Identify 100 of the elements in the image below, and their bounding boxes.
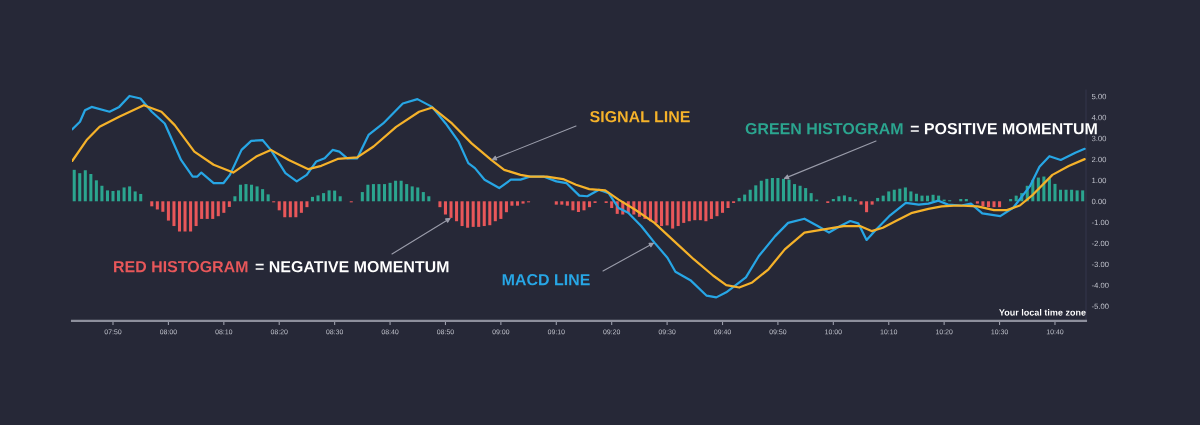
bar	[660, 201, 664, 227]
bar	[865, 201, 869, 213]
annotation: Your local time zone	[999, 309, 1086, 316]
bar	[759, 180, 763, 202]
bar	[416, 187, 420, 202]
bar	[693, 201, 697, 221]
bar	[682, 201, 686, 223]
bar	[565, 201, 569, 206]
bar	[975, 201, 979, 204]
bar	[211, 201, 215, 219]
bar	[709, 201, 713, 219]
bar	[510, 201, 514, 206]
bar	[859, 201, 863, 205]
bar	[128, 186, 132, 202]
bar	[78, 173, 82, 202]
bar	[1070, 189, 1074, 202]
bar	[704, 201, 708, 222]
bar	[920, 195, 924, 202]
annotation: = NEGATIVE MOMENTUM	[255, 260, 449, 273]
bar	[244, 184, 248, 202]
bar	[1075, 190, 1079, 202]
bar	[205, 201, 209, 219]
bar	[233, 196, 237, 202]
bar	[222, 201, 226, 213]
bar	[898, 188, 902, 202]
bar	[405, 184, 409, 202]
bar	[438, 201, 442, 208]
bar	[477, 201, 481, 227]
bar	[100, 185, 104, 202]
bar	[133, 191, 137, 202]
bar	[111, 191, 115, 202]
bar	[521, 201, 525, 204]
bar	[194, 201, 198, 227]
bar	[986, 201, 991, 208]
bar	[576, 201, 580, 212]
bar	[493, 201, 497, 222]
bar	[870, 201, 874, 205]
annotation: RED HISTOGRAM	[114, 260, 248, 273]
bar	[277, 201, 281, 211]
bar	[177, 201, 182, 232]
bar	[305, 201, 309, 208]
bar	[455, 201, 459, 222]
bar	[488, 201, 492, 226]
bar	[471, 201, 475, 227]
bar	[848, 197, 852, 202]
bar	[105, 190, 109, 202]
bar	[460, 201, 464, 227]
bar	[410, 186, 414, 202]
bar	[504, 201, 508, 213]
bar	[200, 201, 204, 219]
bar	[560, 201, 564, 205]
bar	[72, 169, 76, 202]
bar	[1047, 178, 1051, 202]
bar	[914, 193, 918, 202]
bar	[466, 201, 470, 228]
bar	[266, 194, 270, 202]
bar	[671, 201, 675, 229]
bar	[499, 201, 503, 219]
bar	[837, 196, 841, 202]
bar	[238, 184, 242, 202]
bar	[189, 201, 193, 232]
bar	[172, 201, 176, 227]
bar	[715, 201, 719, 217]
bar	[327, 190, 331, 202]
annotation: MACD LINE	[502, 273, 590, 286]
bar	[781, 178, 785, 202]
bar	[798, 185, 802, 202]
bar	[1064, 189, 1068, 202]
bar	[388, 182, 392, 202]
bar	[610, 201, 614, 209]
bar	[316, 195, 320, 202]
bar	[687, 201, 691, 222]
bar	[333, 190, 337, 202]
bar	[283, 201, 287, 218]
bar	[382, 184, 387, 202]
bar	[83, 170, 87, 202]
annotation: GREEN HISTOGRAM	[745, 122, 903, 135]
bar	[754, 185, 758, 202]
bar	[294, 201, 298, 218]
bar	[89, 174, 93, 202]
bar	[743, 194, 747, 202]
bar	[804, 188, 808, 202]
bar	[554, 201, 558, 205]
bar	[150, 201, 154, 207]
bar	[421, 192, 425, 202]
bar	[998, 201, 1002, 208]
bar	[654, 201, 658, 223]
bar	[482, 201, 486, 227]
annotation: SIGNAL LINE	[590, 110, 690, 123]
bar	[981, 201, 985, 207]
bar	[394, 180, 398, 202]
bar	[117, 190, 121, 202]
bar	[582, 201, 586, 211]
bar	[748, 189, 752, 202]
bar	[255, 186, 259, 202]
bar	[216, 201, 220, 217]
bar	[903, 187, 907, 202]
bar	[809, 193, 813, 202]
bar	[676, 201, 680, 227]
bar	[726, 201, 730, 209]
